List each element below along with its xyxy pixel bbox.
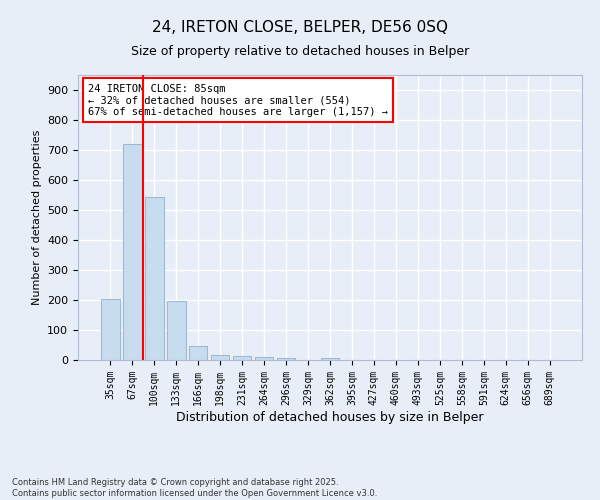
X-axis label: Distribution of detached houses by size in Belper: Distribution of detached houses by size … xyxy=(176,410,484,424)
Text: Size of property relative to detached houses in Belper: Size of property relative to detached ho… xyxy=(131,45,469,58)
Bar xyxy=(123,144,142,360)
Bar xyxy=(255,358,274,360)
Text: 24, IRETON CLOSE, BELPER, DE56 0SQ: 24, IRETON CLOSE, BELPER, DE56 0SQ xyxy=(152,20,448,35)
Bar xyxy=(167,301,185,360)
Bar xyxy=(101,300,119,360)
Bar xyxy=(277,358,295,360)
Bar xyxy=(320,358,340,360)
Bar xyxy=(145,197,164,360)
Text: Contains HM Land Registry data © Crown copyright and database right 2025.
Contai: Contains HM Land Registry data © Crown c… xyxy=(12,478,377,498)
Bar xyxy=(233,356,251,360)
Y-axis label: Number of detached properties: Number of detached properties xyxy=(32,130,41,305)
Bar xyxy=(189,346,208,360)
Text: 24 IRETON CLOSE: 85sqm
← 32% of detached houses are smaller (554)
67% of semi-de: 24 IRETON CLOSE: 85sqm ← 32% of detached… xyxy=(88,84,388,116)
Bar xyxy=(211,354,229,360)
